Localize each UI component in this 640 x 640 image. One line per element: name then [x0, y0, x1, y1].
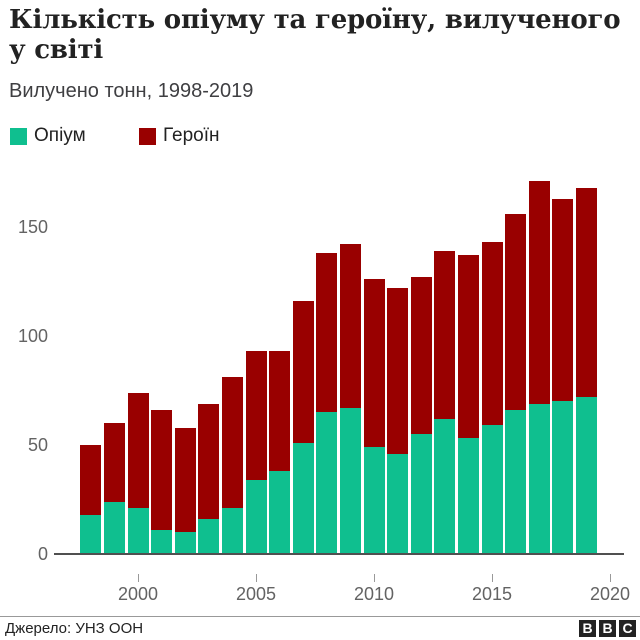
- bar-segment-opium: [316, 412, 338, 554]
- bar-segment-opium: [434, 418, 456, 554]
- bar-segment-heroin: [151, 410, 173, 531]
- bar-2001: [151, 410, 173, 554]
- bar-segment-opium: [269, 471, 291, 554]
- bar-segment-opium: [457, 438, 479, 554]
- bar-2011: [387, 288, 409, 554]
- bar-segment-opium: [505, 410, 527, 554]
- x-axis-tick-mark: [374, 574, 375, 582]
- bar-segment-heroin: [292, 301, 314, 443]
- bar-segment-heroin: [552, 198, 574, 402]
- bar-segment-opium: [481, 425, 503, 554]
- bar-segment-opium: [387, 453, 409, 554]
- bar-2009: [339, 244, 361, 554]
- bbc-logo-letter: C: [619, 620, 636, 637]
- bar-segment-heroin: [103, 423, 125, 502]
- x-axis-tick-label: 2020: [589, 584, 631, 604]
- bar-segment-heroin: [528, 181, 550, 404]
- bar-segment-opium: [552, 401, 574, 554]
- bar-segment-opium: [221, 508, 243, 554]
- bar-segment-opium: [575, 397, 597, 554]
- chart-subtitle: Вилучено тонн, 1998-2019: [9, 80, 254, 102]
- bar-1999: [103, 423, 125, 554]
- y-axis-tick-label: 100: [17, 326, 48, 346]
- bar-segment-heroin: [434, 250, 456, 419]
- source-note: Джерело: УНЗ ООН: [5, 620, 144, 637]
- x-axis-tick-label: 2005: [235, 584, 277, 604]
- legend-label-opium: Опіум: [34, 125, 86, 146]
- bar-2000: [127, 392, 149, 554]
- bar-segment-heroin: [316, 253, 338, 413]
- bar-segment-heroin: [363, 279, 385, 448]
- bar-2004: [221, 377, 243, 554]
- bar-segment-heroin: [269, 351, 291, 472]
- bar-segment-heroin: [174, 427, 196, 533]
- bar-2012: [410, 277, 432, 554]
- bar-segment-opium: [339, 407, 361, 554]
- bar-2006: [269, 351, 291, 554]
- legend-item-heroin: Героїн: [139, 125, 220, 147]
- x-axis-tick-mark: [492, 574, 493, 582]
- bbc-logo: B B C: [579, 620, 636, 637]
- y-axis-tick-label: 50: [27, 435, 48, 455]
- bar-segment-heroin: [505, 213, 527, 411]
- bar-segment-heroin: [198, 403, 220, 520]
- bbc-logo-letter: B: [579, 620, 596, 637]
- bar-segment-heroin: [481, 242, 503, 426]
- bar-2002: [174, 427, 196, 554]
- x-axis-tick-label: 2000: [117, 584, 159, 604]
- bar-segment-heroin: [80, 445, 102, 515]
- bar-segment-opium: [528, 403, 550, 554]
- bar-segment-heroin: [339, 244, 361, 408]
- bar-2008: [316, 253, 338, 554]
- bar-segment-heroin: [387, 288, 409, 454]
- bar-2010: [363, 279, 385, 554]
- bar-segment-opium: [410, 434, 432, 554]
- bar-2017: [528, 181, 550, 554]
- chart-title: Кількість опіуму та героїну, вилученого …: [9, 5, 621, 65]
- bar-2007: [292, 301, 314, 554]
- footer-divider: [0, 616, 640, 617]
- bar-segment-opium: [103, 501, 125, 554]
- bar-segment-opium: [363, 447, 385, 554]
- bar-segment-opium: [245, 479, 267, 554]
- bar-1998: [80, 445, 102, 554]
- x-axis-tick-mark: [256, 574, 257, 582]
- opium-swatch-icon: [10, 127, 27, 145]
- bar-2003: [198, 403, 220, 554]
- x-axis-baseline: [54, 553, 624, 555]
- heroin-swatch-icon: [139, 127, 156, 145]
- legend-label-heroin: Героїн: [163, 125, 220, 146]
- x-axis-tick-mark: [610, 574, 611, 582]
- bar-segment-opium: [80, 514, 102, 554]
- bar-segment-opium: [174, 532, 196, 554]
- bar-segment-opium: [151, 530, 173, 554]
- bar-segment-heroin: [245, 351, 267, 480]
- bar-2018: [552, 198, 574, 554]
- y-axis-tick-label: 0: [37, 544, 48, 564]
- bar-segment-heroin: [457, 255, 479, 439]
- bar-segment-heroin: [221, 377, 243, 509]
- legend-item-opium: Опіум: [10, 125, 86, 147]
- bar-segment-heroin: [127, 392, 149, 509]
- bbc-logo-letter: B: [599, 620, 616, 637]
- x-axis-tick-mark: [138, 574, 139, 582]
- bar-2019: [575, 187, 597, 554]
- bar-segment-opium: [127, 508, 149, 554]
- x-axis-tick-label: 2010: [353, 584, 395, 604]
- bar-segment-opium: [198, 519, 220, 554]
- bar-2015: [481, 242, 503, 554]
- bar-2005: [245, 351, 267, 554]
- x-axis-tick-label: 2015: [471, 584, 513, 604]
- bar-segment-heroin: [575, 187, 597, 398]
- bar-segment-opium: [292, 442, 314, 554]
- bar-2013: [434, 250, 456, 554]
- bar-2016: [505, 213, 527, 554]
- bar-segment-heroin: [410, 277, 432, 435]
- bar-2014: [457, 255, 479, 554]
- y-axis-tick-label: 150: [17, 217, 48, 237]
